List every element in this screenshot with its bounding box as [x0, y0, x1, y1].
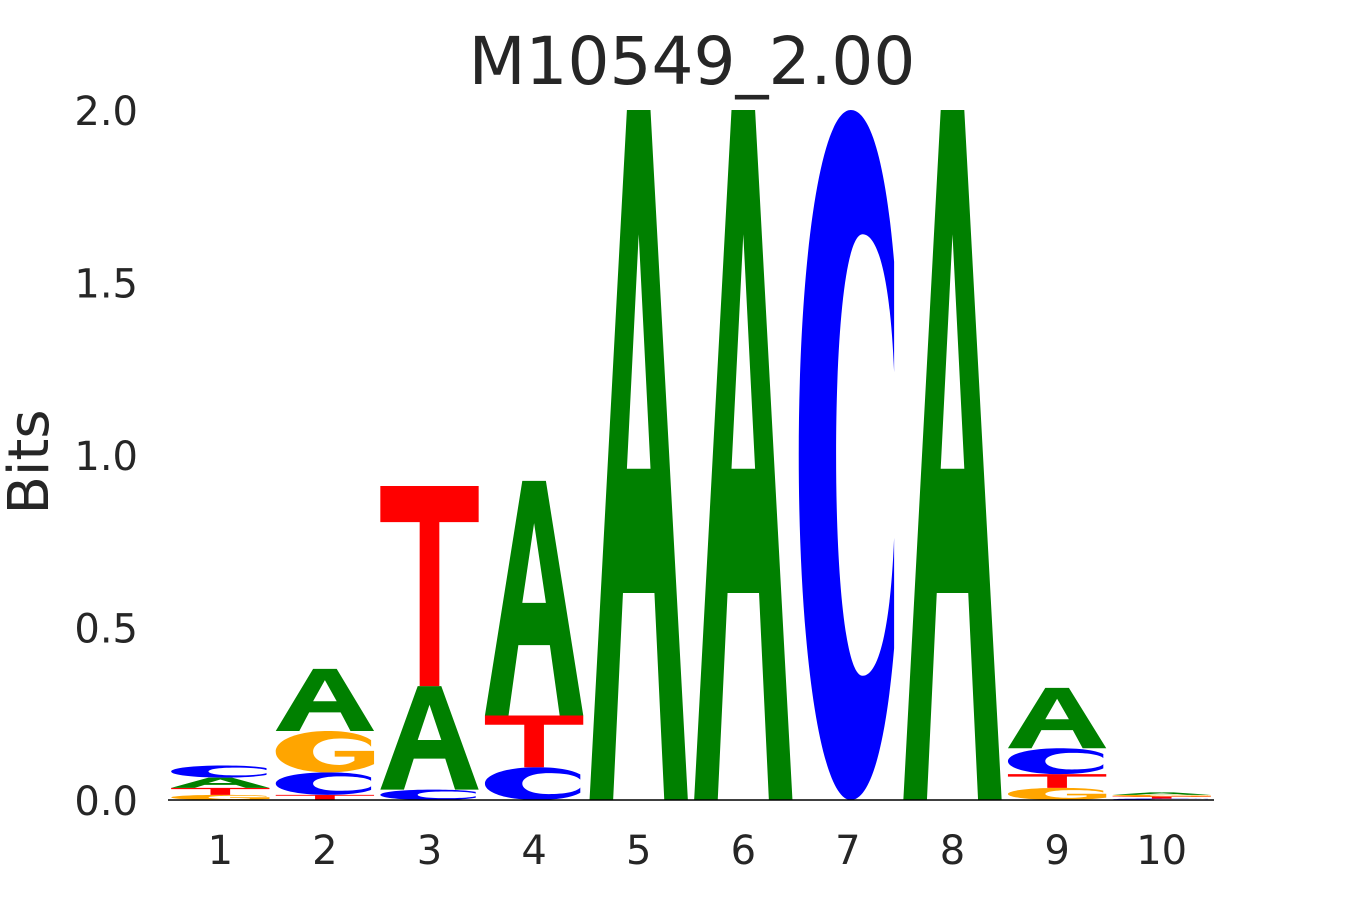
logo-letter-C-pos-2	[275, 772, 372, 795]
y-axis-ticks: 0.0 0.5 1.0 1.5 2.0	[74, 89, 138, 825]
logo-letter-T-pos-4	[484, 715, 584, 768]
y-tick-label: 1.0	[74, 434, 138, 480]
logo-letter-T-pos-3	[380, 486, 479, 687]
logo-letter-C-pos-1	[171, 765, 267, 778]
x-tick-label: 9	[1044, 828, 1069, 874]
x-tick-label: 2	[312, 828, 337, 874]
y-tick-label: 2.0	[74, 89, 138, 135]
logo-letter-T-pos-1	[171, 787, 270, 795]
logo-letter-A-pos-8	[903, 110, 1002, 800]
x-tick-label: 8	[940, 828, 965, 874]
logo-letter-A-pos-4	[484, 480, 584, 716]
logo-letter-A-pos-1	[171, 777, 270, 788]
logo-letter-A-pos-10	[1112, 792, 1211, 795]
logo-letter-G-pos-10	[1112, 794, 1211, 797]
x-axis-ticks: 1 2 3 4 5 6 7 8 9 10	[208, 828, 1188, 874]
y-tick-label: 0.0	[74, 779, 138, 825]
x-tick-label: 7	[835, 828, 860, 874]
y-tick-label: 0.5	[74, 607, 138, 653]
logo-letter-T-pos-2	[275, 794, 375, 800]
x-tick-label: 6	[731, 828, 756, 874]
logo-letter-G-pos-1	[171, 794, 270, 800]
logo-letter-T-pos-10	[1112, 796, 1211, 799]
logo-letters	[171, 110, 1211, 800]
logo-letter-C-pos-3	[380, 789, 476, 800]
x-tick-label: 1	[208, 828, 233, 874]
logo-letter-A-pos-9	[1007, 687, 1107, 749]
logo-letter-T-pos-9	[1007, 774, 1107, 788]
logo-letter-A-pos-5	[589, 110, 688, 800]
logo-letter-C-pos-4	[484, 767, 581, 800]
logo-letter-G-pos-2	[275, 731, 375, 773]
y-tick-label: 1.5	[74, 262, 138, 308]
x-tick-label: 4	[521, 828, 546, 874]
x-tick-label: 10	[1136, 828, 1187, 874]
logo-letter-G-pos-9	[1007, 787, 1107, 800]
y-axis-label: Bits	[0, 409, 62, 514]
chart-title: M10549_2.00	[469, 23, 916, 100]
logo-letter-A-pos-2	[275, 668, 375, 731]
x-tick-label: 5	[626, 828, 651, 874]
x-tick-label: 3	[417, 828, 442, 874]
logo-letter-C-pos-7	[798, 110, 895, 800]
logo-letter-A-pos-3	[380, 686, 479, 790]
logo-letter-C-pos-9	[1007, 748, 1104, 775]
logo-letter-A-pos-6	[694, 110, 793, 800]
